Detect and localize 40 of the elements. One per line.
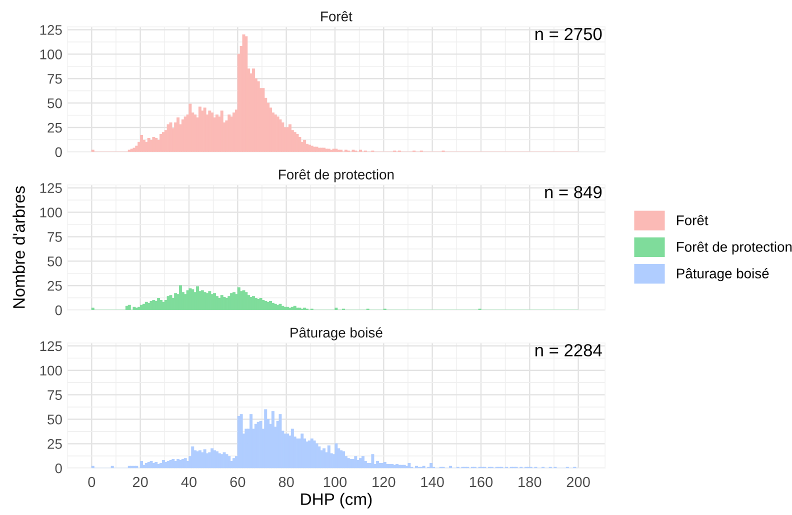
- chart-title: Forêt: [321, 11, 352, 22]
- legend-label: Forêt de protection: [677, 242, 792, 255]
- x-tick-label: 160: [470, 476, 493, 488]
- y-tick-label: 25: [48, 280, 62, 291]
- y-tick-label: 25: [48, 122, 62, 133]
- y-tick-label: 100: [40, 49, 62, 60]
- y-tick-label: 125: [40, 25, 62, 35]
- annotation: n = 849: [545, 186, 602, 198]
- y-tick-label: 50: [48, 256, 62, 266]
- y-tick-label: 100: [40, 208, 62, 218]
- x-tick-label: 200: [566, 476, 590, 488]
- y-tick-label: 75: [48, 74, 62, 84]
- x-tick-label: 60: [230, 476, 246, 488]
- x-tick-label: 20: [132, 476, 148, 488]
- y-tick-label: 25: [48, 439, 62, 449]
- x-tick-label: 0: [88, 476, 96, 488]
- chart-title: Pâturage boisé: [290, 327, 382, 340]
- y-tick-label: 100: [40, 366, 62, 376]
- legend-label: Pâturage boisé: [677, 268, 769, 282]
- x-tick-label: 180: [518, 476, 542, 488]
- y-tick-label: 0: [55, 147, 62, 158]
- y-tick-label: 50: [48, 98, 62, 108]
- x-tick-label: 80: [278, 476, 294, 488]
- y-tick-label: 75: [48, 390, 62, 400]
- y-tick-label: 0: [55, 463, 62, 474]
- chart-title: Forêt de protection: [279, 169, 394, 182]
- y-tick-label: 50: [48, 414, 62, 424]
- y-axis-title: Nombre d'arbres: [12, 186, 25, 308]
- x-tick-label: 100: [324, 476, 347, 488]
- x-tick-label: 120: [372, 476, 396, 488]
- y-tick-label: 0: [55, 305, 62, 316]
- y-tick-label: 125: [40, 341, 62, 352]
- x-axis-title: DHP (cm): [301, 492, 372, 508]
- legend-label: Forêt: [677, 214, 708, 226]
- y-tick-label: 75: [48, 232, 62, 242]
- y-tick-label: 125: [40, 183, 62, 193]
- annotation: n = 2750: [535, 28, 602, 40]
- x-tick-label: 40: [181, 476, 197, 488]
- annotation: n = 2284: [535, 344, 602, 356]
- x-tick-label: 140: [421, 476, 444, 488]
